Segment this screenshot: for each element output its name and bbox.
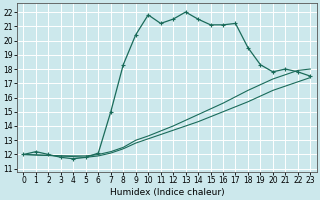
- X-axis label: Humidex (Indice chaleur): Humidex (Indice chaleur): [109, 188, 224, 197]
